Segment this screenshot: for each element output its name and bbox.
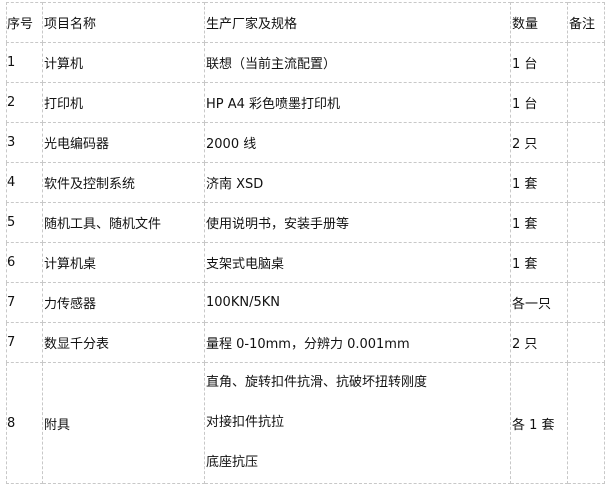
cell-no: 6: [6, 242, 43, 283]
cell-spec: 100KN/5KN: [204, 282, 511, 323]
cell-name: 计算机: [42, 42, 205, 83]
cell-note: [567, 362, 605, 484]
cell-no: 4: [6, 162, 43, 203]
cell-spec: HP A4 彩色喷墨打印机: [204, 82, 511, 123]
table-row: 7 数显千分表 量程 0-10mm，分辨力 0.001mm 2 只: [6, 322, 605, 363]
table-row: 5 随机工具、随机文件 使用说明书，安装手册等 1 套: [6, 202, 605, 243]
spec-line: 量程 0-10mm，分辨力 0.001mm: [206, 337, 410, 352]
spec-line: 联想（当前主流配置）: [206, 57, 337, 72]
cell-qty: 1 套: [510, 202, 568, 243]
cell-note: [567, 242, 605, 283]
table-row: 2 打印机 HP A4 彩色喷墨打印机 1 台: [6, 82, 605, 123]
cell-spec: 2000 线: [204, 122, 511, 163]
spec-line: 直角、旋转扣件抗滑、抗破坏扭转刚度: [206, 375, 428, 390]
cell-note: [567, 282, 605, 323]
cell-note: [567, 122, 605, 163]
spec-line: 2000 线: [206, 137, 257, 152]
spec-line: HP A4 彩色喷墨打印机: [206, 97, 341, 112]
cell-note: [567, 322, 605, 363]
header-spec: 生产厂家及规格: [204, 2, 511, 43]
cell-name: 数显千分表: [42, 322, 205, 363]
cell-qty: 1 台: [510, 82, 568, 123]
cell-name: 打印机: [42, 82, 205, 123]
cell-no: 7: [6, 282, 43, 323]
table-row: 6 计算机桌 支架式电脑桌 1 套: [6, 242, 605, 283]
cell-spec: 济南 XSD: [204, 162, 511, 203]
cell-qty: 各一只: [510, 282, 568, 323]
header-name: 项目名称: [42, 2, 205, 43]
cell-name: 随机工具、随机文件: [42, 202, 205, 243]
cell-spec: 支架式电脑桌: [204, 242, 511, 283]
spec-line: 底座抗压: [206, 455, 259, 470]
spec-line: 济南 XSD: [206, 177, 264, 192]
cell-note: [567, 202, 605, 243]
cell-qty: 各 1 套: [510, 362, 568, 484]
cell-name: 附具: [42, 362, 205, 484]
cell-name: 光电编码器: [42, 122, 205, 163]
cell-no: 7: [6, 322, 43, 363]
header-no: 序号: [6, 2, 43, 43]
cell-spec: 使用说明书，安装手册等: [204, 202, 511, 243]
table-row: 4 软件及控制系统 济南 XSD 1 套: [6, 162, 605, 203]
cell-no: 3: [6, 122, 43, 163]
cell-qty: 2 只: [510, 322, 568, 363]
header-qty: 数量: [510, 2, 568, 43]
cell-name: 力传感器: [42, 282, 205, 323]
cell-name: 软件及控制系统: [42, 162, 205, 203]
table-header: 序号 项目名称 生产厂家及规格 数量 备注: [6, 2, 605, 43]
cell-no: 2: [6, 82, 43, 123]
spec-line: 对接扣件抗拉: [206, 415, 285, 430]
cell-no: 8: [6, 362, 43, 484]
cell-qty: 1 台: [510, 42, 568, 83]
cell-no: 5: [6, 202, 43, 243]
cell-name: 计算机桌: [42, 242, 205, 283]
cell-qty: 2 只: [510, 122, 568, 163]
cell-note: [567, 82, 605, 123]
table-row: 8 附具 直角、旋转扣件抗滑、抗破坏扭转刚度 对接扣件抗拉 底座抗压各 1 套: [6, 362, 605, 484]
cell-note: [567, 42, 605, 83]
cell-spec: 直角、旋转扣件抗滑、抗破坏扭转刚度 对接扣件抗拉 底座抗压: [204, 362, 511, 484]
table-row: 1 计算机 联想（当前主流配置） 1 台: [6, 42, 605, 83]
spec-line: 使用说明书，安装手册等: [206, 217, 350, 232]
spec-line: 支架式电脑桌: [206, 257, 285, 272]
cell-note: [567, 162, 605, 203]
table-row: 7 力传感器 100KN/5KN 各一只: [6, 282, 605, 323]
header-note: 备注: [567, 2, 605, 43]
table-row: 3 光电编码器 2000 线 2 只: [6, 122, 605, 163]
cell-spec: 量程 0-10mm，分辨力 0.001mm: [204, 322, 511, 363]
cell-qty: 1 套: [510, 162, 568, 203]
cell-qty: 1 套: [510, 242, 568, 283]
cell-spec: 联想（当前主流配置）: [204, 42, 511, 83]
spec-line: 100KN/5KN: [206, 295, 280, 310]
cell-no: 1: [6, 42, 43, 83]
